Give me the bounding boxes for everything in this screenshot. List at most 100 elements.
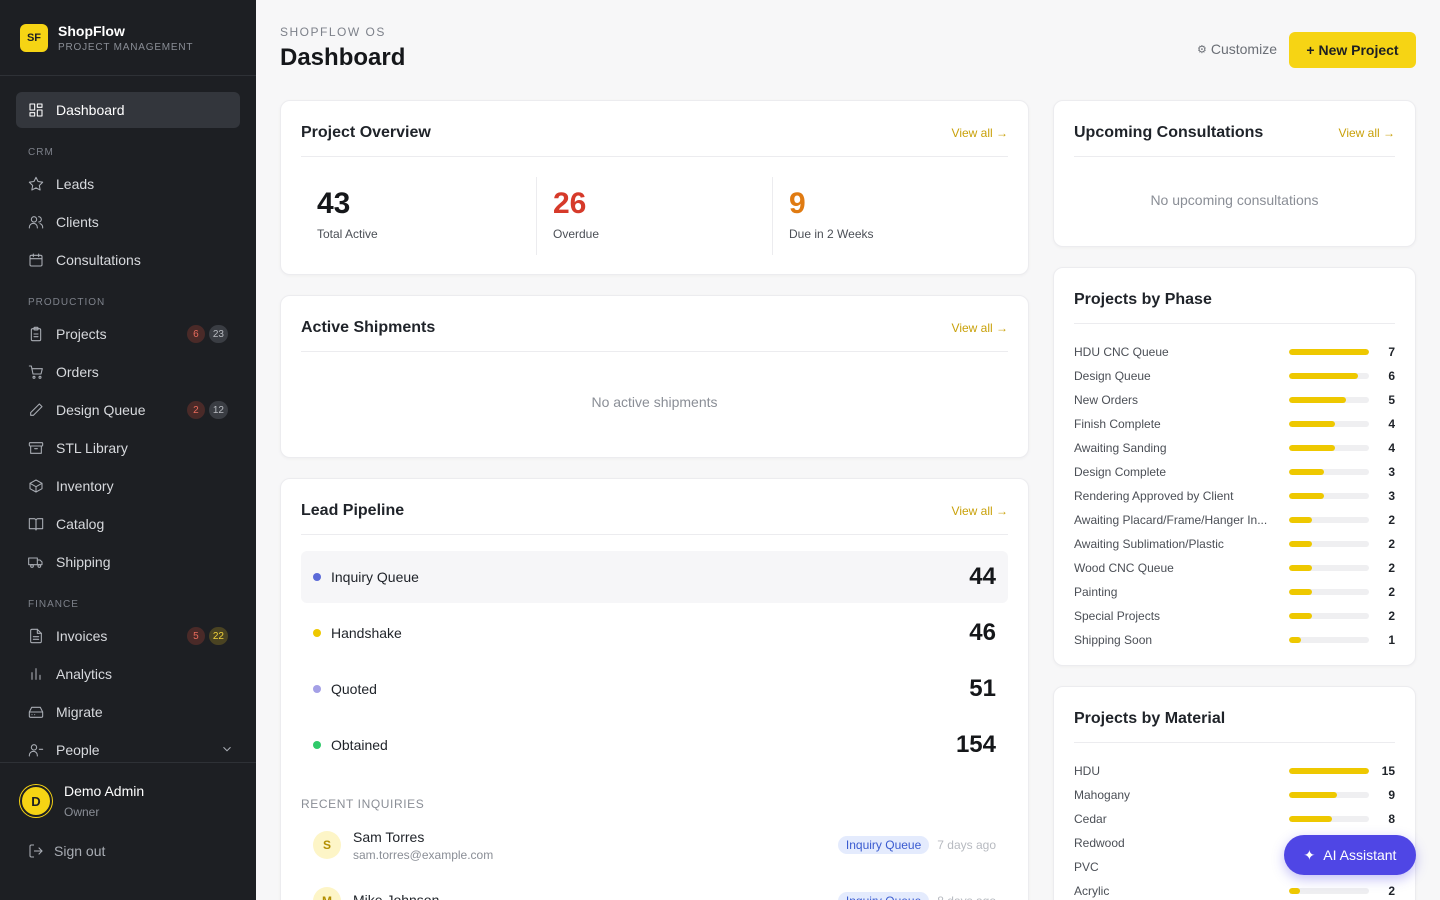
truck-icon xyxy=(28,554,44,570)
bar-label: HDU xyxy=(1074,764,1100,778)
pipeline-stage-obtained[interactable]: Obtained 154 xyxy=(301,719,1008,771)
bar-label: Special Projects xyxy=(1074,609,1161,623)
bar-row-new-orders[interactable]: New Orders 5 xyxy=(1074,388,1395,412)
bar-track xyxy=(1289,589,1370,595)
sign-out-label: Sign out xyxy=(54,843,106,859)
sidebar-item-people[interactable]: People xyxy=(16,732,240,768)
bar-label: Cedar xyxy=(1074,812,1107,826)
sidebar-item-projects[interactable]: Projects 6 23 xyxy=(16,316,240,352)
timestamp: 8 days ago xyxy=(937,894,996,900)
sidebar-item-analytics[interactable]: Analytics xyxy=(16,656,240,692)
sidebar-item-inventory[interactable]: Inventory xyxy=(16,468,240,504)
bar-row-design-queue[interactable]: Design Queue 6 xyxy=(1074,364,1395,388)
new-project-button[interactable]: + New Project xyxy=(1289,32,1416,68)
inquiry-row[interactable]: M Mike Johnson Inquiry Queue 8 days ago xyxy=(301,879,1008,900)
card-title: Project Overview xyxy=(301,123,431,141)
bar-row-awaiting-placard-frame-hanger-in[interactable]: Awaiting Placard/Frame/Hanger In... 2 xyxy=(1074,508,1395,532)
projects-by-phase-card: Projects by Phase HDU CNC Queue 7 Design Q… xyxy=(1053,267,1416,666)
stat-due-soon[interactable]: 9 Due in 2 Weeks xyxy=(772,177,1008,255)
card-title: Active Shipments xyxy=(301,318,436,336)
sidebar-item-shipping[interactable]: Shipping xyxy=(16,544,240,580)
bar-value: 2 xyxy=(1388,537,1395,551)
sidebar-item-leads[interactable]: Leads xyxy=(16,166,240,202)
pipeline-stage-handshake[interactable]: Handshake 46 xyxy=(301,607,1008,659)
bar-fill xyxy=(1289,469,1324,475)
stat-total-active[interactable]: 43 Total Active xyxy=(301,177,536,255)
stat-value: 26 xyxy=(553,187,587,220)
sidebar-item-label: Inventory xyxy=(56,478,114,494)
bar-row-hdu[interactable]: HDU 15 xyxy=(1074,759,1395,783)
sidebar-item-design-queue[interactable]: Design Queue 2 12 xyxy=(16,392,240,428)
bar-fill xyxy=(1289,768,1370,774)
bar-chart-icon xyxy=(28,666,44,682)
bar-fill xyxy=(1289,421,1335,427)
page-title: Dashboard xyxy=(280,44,406,71)
bar-row-painting[interactable]: Painting 2 xyxy=(1074,580,1395,604)
sign-out-button[interactable]: Sign out xyxy=(20,843,236,859)
brand-name: ShopFlow xyxy=(58,22,125,39)
bar-row-hdu-cnc-queue[interactable]: HDU CNC Queue 7 xyxy=(1074,340,1395,364)
sidebar-item-orders[interactable]: Orders xyxy=(16,354,240,390)
sidebar-item-stl-library[interactable]: STL Library xyxy=(16,430,240,466)
bar-value: 2 xyxy=(1388,884,1395,898)
bar-row-wood-cnc-queue[interactable]: Wood CNC Queue 2 xyxy=(1074,556,1395,580)
stat-overdue[interactable]: 26 Overdue xyxy=(536,177,772,255)
bar-value: 15 xyxy=(1381,764,1395,778)
view-all-link[interactable]: View all → xyxy=(1338,125,1395,140)
project-overview-card: Project Overview View all → 43 Total Act… xyxy=(280,100,1029,275)
bar-fill xyxy=(1289,373,1358,379)
bar-track xyxy=(1289,445,1370,451)
chevron-down-icon[interactable] xyxy=(220,742,234,756)
bar-fill xyxy=(1289,397,1347,403)
bar-track xyxy=(1289,888,1370,894)
bar-row-cedar[interactable]: Cedar 8 xyxy=(1074,807,1395,831)
ai-assistant-button[interactable]: ✦ AI Assistant xyxy=(1284,835,1416,875)
sidebar-item-catalog[interactable]: Catalog xyxy=(16,506,240,542)
user-icon xyxy=(28,742,44,758)
brand[interactable]: SF ShopFlow PROJECT MANAGEMENT xyxy=(0,0,256,76)
users-icon xyxy=(28,214,44,230)
view-all-link[interactable]: View all → xyxy=(951,503,1008,518)
view-all-link[interactable]: View all → xyxy=(951,320,1008,335)
pipeline-stage-inquiry-queue[interactable]: Inquiry Queue 44 xyxy=(301,551,1008,603)
stat-label: Overdue xyxy=(553,227,600,241)
bar-fill xyxy=(1289,517,1313,523)
cart-icon xyxy=(28,364,44,380)
bar-row-acrylic[interactable]: Acrylic 2 xyxy=(1074,879,1395,900)
inquiry-email: sam.torres@example.com xyxy=(353,847,494,862)
avatar: S xyxy=(313,831,341,859)
bar-label: Painting xyxy=(1074,585,1118,599)
bar-row-awaiting-sublimation-plastic[interactable]: Awaiting Sublimation/Plastic 2 xyxy=(1074,532,1395,556)
empty-state: No active shipments xyxy=(591,394,718,410)
material-bars: HDU15Mahogany9Cedar8Redwood4PVC3Acrylic2 xyxy=(1074,759,1395,900)
bar-row-finish-complete[interactable]: Finish Complete 4 xyxy=(1074,412,1395,436)
view-all-link[interactable]: View all → xyxy=(951,125,1008,140)
bar-row-awaiting-sanding[interactable]: Awaiting Sanding 4 xyxy=(1074,436,1395,460)
bar-track xyxy=(1289,541,1370,547)
bar-track xyxy=(1289,397,1370,403)
sidebar-item-clients[interactable]: Clients xyxy=(16,204,240,240)
upcoming-consultations-card: Upcoming Consultations View all → No upc… xyxy=(1053,100,1416,247)
sidebar-item-invoices[interactable]: Invoices 5 22 xyxy=(16,618,240,654)
inquiry-row[interactable]: S Sam Torres sam.torres@example.com Inquiry… xyxy=(301,823,1008,867)
sidebar-item-label: Leads xyxy=(56,176,95,192)
bar-track xyxy=(1289,816,1370,822)
bar-row-mahogany[interactable]: Mahogany 9 xyxy=(1074,783,1395,807)
alert-count-badge: 5 xyxy=(186,627,205,645)
sidebar-item-migrate[interactable]: Migrate xyxy=(16,694,240,730)
bar-row-special-projects[interactable]: Special Projects 2 xyxy=(1074,604,1395,628)
user-name: Demo Admin xyxy=(64,783,145,799)
bar-fill xyxy=(1289,637,1301,643)
user-profile[interactable]: D Demo Admin Owner xyxy=(20,783,236,819)
pipeline-stage-quoted[interactable]: Quoted 51 xyxy=(301,663,1008,715)
bar-fill xyxy=(1289,445,1335,451)
customize-button[interactable]: ⚙ Customize xyxy=(1197,41,1277,57)
sidebar-item-label: Invoices xyxy=(56,628,108,644)
nav-section-production: PRODUCTION xyxy=(28,297,106,308)
sidebar-item-dashboard[interactable]: Dashboard xyxy=(16,92,240,128)
bar-fill xyxy=(1289,613,1313,619)
sidebar-item-consultations[interactable]: Consultations xyxy=(16,242,240,278)
bar-row-rendering-approved-by-client[interactable]: Rendering Approved by Client 3 xyxy=(1074,484,1395,508)
bar-row-shipping-soon[interactable]: Shipping Soon 1 xyxy=(1074,628,1395,652)
bar-row-design-complete[interactable]: Design Complete 3 xyxy=(1074,460,1395,484)
